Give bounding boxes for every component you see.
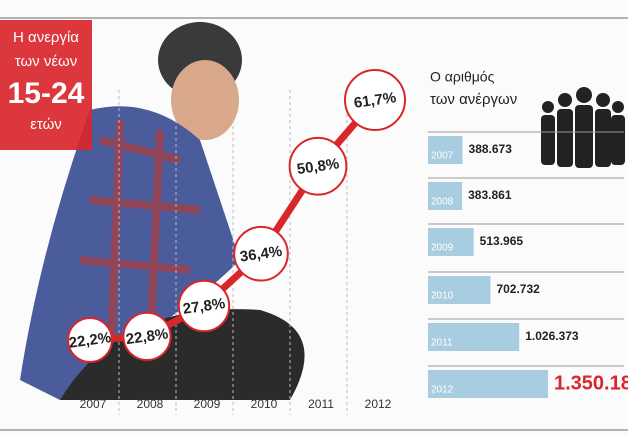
bar-category: 2007 (431, 151, 454, 162)
bar-category: 2009 (431, 243, 454, 254)
x-tick-label: 2010 (251, 397, 278, 411)
point (122, 311, 172, 361)
data-label: 388.673 (469, 142, 513, 156)
people-icon (541, 87, 625, 168)
data-label: 513.965 (480, 234, 524, 248)
chart-title: Η ανεργία (13, 29, 79, 46)
bar-category: 2008 (431, 197, 454, 208)
data-label: 36,4% (239, 243, 283, 266)
x-tick-label: 2008 (137, 397, 164, 411)
data-label: 22,2% (68, 329, 112, 352)
x-tick-label: 2007 (80, 397, 107, 411)
point (344, 69, 406, 131)
data-label: 1.350.181 (554, 372, 628, 394)
data-label: 702.732 (496, 282, 540, 296)
bar (428, 276, 491, 304)
point (67, 317, 113, 363)
x-tick-label: 2012 (365, 397, 392, 411)
chart-title: Ο αριθμός (430, 69, 495, 85)
chart-title: των νέων (15, 53, 78, 70)
bar (428, 228, 474, 256)
x-tick-label: 2011 (308, 397, 334, 411)
bar-category: 2011 (431, 338, 453, 349)
bar (428, 136, 463, 164)
data-label: 22,8% (125, 325, 169, 348)
chart-title: 15-24 (8, 77, 85, 110)
x-tick-label: 2009 (194, 397, 221, 411)
data-label: 50,8% (296, 155, 340, 178)
point (177, 279, 231, 333)
chart-title: ετών (30, 116, 62, 133)
data-label: 1.026.373 (525, 329, 579, 343)
chart-title: των ανέργων (430, 91, 517, 108)
bar (428, 323, 520, 351)
bar-category: 2010 (431, 291, 454, 302)
bar-category: 2012 (431, 385, 454, 396)
data-label: 61,7% (353, 89, 397, 112)
data-label: 27,8% (182, 295, 226, 318)
data-label: 383.861 (468, 188, 512, 202)
point (288, 136, 348, 196)
title-box (0, 20, 92, 150)
point (233, 225, 289, 282)
bar (428, 370, 548, 398)
bar (428, 182, 463, 210)
